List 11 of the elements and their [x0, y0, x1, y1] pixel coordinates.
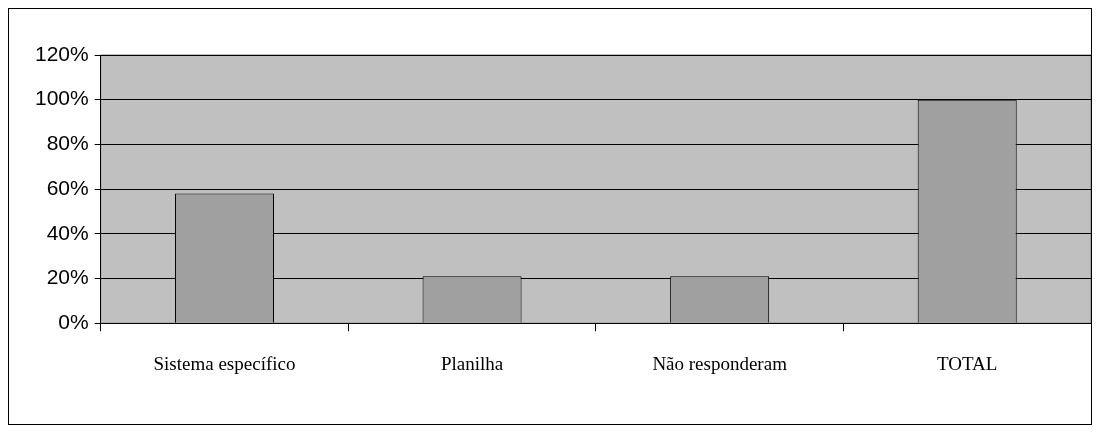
- y-tick-label: 80%: [46, 131, 89, 155]
- y-tick-label: 120%: [34, 41, 89, 65]
- y-tick-label: 100%: [34, 86, 89, 110]
- y-tick-label: 60%: [46, 175, 89, 199]
- x-tick-label: Não responderam: [652, 352, 788, 374]
- x-tick-label: TOTAL: [937, 352, 998, 374]
- y-tick-label: 0%: [58, 310, 89, 333]
- x-tick-label: Sistema específico: [153, 352, 296, 374]
- y-tick-label: 40%: [46, 220, 89, 244]
- x-tick-label: Planilha: [440, 352, 504, 374]
- y-tick-label: 20%: [46, 265, 89, 289]
